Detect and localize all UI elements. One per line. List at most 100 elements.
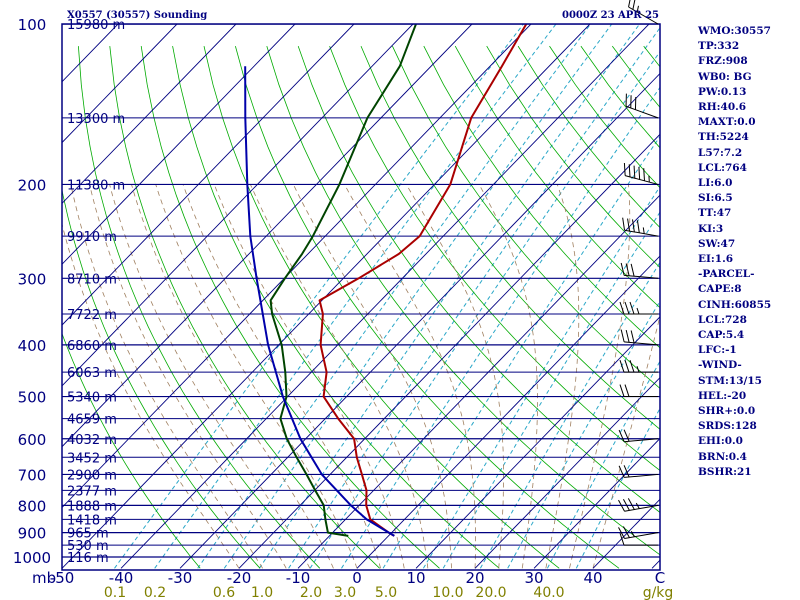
- isotherm-line: [415, 316, 660, 569]
- mixing-ratio-line: [382, 135, 660, 569]
- stat-item: -WIND-: [698, 359, 742, 372]
- mixing-ratio-label: g/kg: [643, 585, 674, 600]
- dry-adiabat-line: [329, 45, 660, 472]
- stat-item: LCL:728: [698, 313, 747, 326]
- plot-frame: [61, 23, 661, 571]
- height-label: 5340 m: [67, 391, 117, 406]
- moist-adiabat-line: [405, 184, 505, 569]
- stat-item: RH:40.6: [698, 101, 747, 114]
- dry-adiabat-line: [62, 332, 201, 569]
- dry-adiabat-line: [78, 46, 321, 569]
- isotherm-line: [62, 24, 237, 205]
- pressure-tick-label: 600: [18, 431, 47, 449]
- wind-barb: [618, 526, 659, 540]
- height-label: 4032 m: [67, 433, 117, 448]
- pressure-tick-label: 400: [18, 337, 47, 355]
- wind-barb: [619, 360, 658, 373]
- stat-item: TT:47: [698, 207, 732, 220]
- stat-item: SW:47: [698, 237, 736, 250]
- stat-item: LCL:764: [698, 161, 747, 174]
- height-label: 530 m: [67, 539, 109, 554]
- stat-item: -PARCEL-: [698, 268, 755, 281]
- height-label: 9910 m: [67, 230, 117, 245]
- mixing-ratio-line: [442, 211, 660, 569]
- moist-adiabat-line: [109, 184, 311, 569]
- stat-item: TH:5224: [698, 131, 749, 144]
- mixing-ratio-label: 1.0: [251, 585, 273, 600]
- height-label: 3452 m: [67, 451, 117, 466]
- height-label: 6063 m: [67, 366, 117, 381]
- mixing-ratio-label: 0.1: [104, 585, 126, 600]
- height-label: 15980 m: [67, 18, 125, 33]
- moist-adiabat-line: [344, 184, 476, 569]
- mixing-ratio-line: [546, 360, 660, 569]
- stat-item: SI:6.5: [698, 192, 733, 205]
- height-label: 2377 m: [67, 484, 117, 499]
- chart-time: 0000Z 23 APR 25: [562, 10, 659, 21]
- wind-barb: [622, 217, 659, 237]
- plot-area: [0, 24, 660, 569]
- dry-adiabat-line: [62, 187, 261, 569]
- moist-adiabat-line: [569, 184, 631, 569]
- wind-barb: [623, 162, 659, 185]
- temperature-tick-label: -50: [50, 569, 75, 587]
- mixing-ratio-line: [422, 185, 660, 569]
- dry-adiabat-line: [109, 46, 380, 569]
- isotherm-line: [356, 255, 660, 569]
- wind-barb: [618, 429, 659, 443]
- stat-item: TP:332: [698, 40, 740, 53]
- isotherm-line: [62, 24, 178, 144]
- pressure-tick-label: 300: [18, 270, 47, 288]
- stat-item: SRDS:128: [698, 420, 757, 433]
- isotherm-line: [120, 24, 650, 569]
- mixing-ratio-line: [197, 24, 592, 569]
- wind-barb: [628, 0, 659, 25]
- stat-item: BSHR:21: [698, 465, 752, 478]
- temperature-tick-label: -30: [168, 569, 193, 587]
- mixing-ratio-label: 5.0: [375, 585, 397, 600]
- pressure-tick-label: 900: [18, 525, 47, 543]
- temperature-tick-label: C: [655, 569, 665, 587]
- stat-item: CAPE:8: [698, 283, 742, 296]
- dry-adiabat-line: [172, 46, 500, 569]
- mixing-ratio-label: 2.0: [300, 585, 322, 600]
- dry-adiabat-line: [423, 45, 660, 349]
- stat-item: KI:3: [698, 222, 724, 235]
- pressure-tick-label: 200: [18, 176, 47, 194]
- temperature-tick-label: -20: [227, 569, 252, 587]
- height-label: 13300 m: [67, 112, 125, 127]
- isotherm-line: [297, 194, 660, 569]
- isotherm-line: [179, 72, 660, 569]
- stat-item: EHI:0.0: [698, 435, 743, 448]
- stats-panel: WMO:30557 TP:332 FRZ:908 WB0: BG PW:0.13 RH:4…: [698, 24, 798, 480]
- mixing-ratio-label: 0.2: [144, 585, 166, 600]
- isotherm-line: [62, 24, 414, 387]
- pressure-tick-label: 800: [18, 497, 47, 515]
- height-label: 1418 m: [67, 513, 117, 528]
- pressure-tick-label: 700: [18, 466, 47, 484]
- moist-adiabat-line: [292, 184, 452, 569]
- isotherm-line: [62, 24, 532, 509]
- temperature-tick-label: 20: [465, 569, 484, 587]
- isotherm-line: [238, 133, 660, 569]
- stat-item: HEL:-20: [698, 389, 747, 402]
- stat-item: CAP:5.4: [698, 329, 745, 342]
- temperature-tick-label: 10: [406, 569, 425, 587]
- temperature-tick-label: 0: [352, 569, 362, 587]
- isotherm-line: [533, 437, 660, 569]
- moist-adiabat-line: [213, 184, 405, 569]
- moist-adiabat-line: [592, 314, 660, 569]
- height-label: 7722 m: [67, 308, 117, 323]
- moist-adiabat-line: [70, 184, 263, 569]
- stat-item: EI:1.6: [698, 253, 734, 266]
- mixing-ratio-line: [154, 24, 557, 569]
- chart-title: X0557 (30557) Sounding: [67, 10, 208, 21]
- stat-item: FRZ:908: [698, 55, 748, 68]
- dry-adiabat-line: [392, 45, 660, 389]
- wind-barb: [618, 498, 659, 512]
- stat-item: WMO:30557: [698, 25, 771, 37]
- isotherm-line: [0, 24, 59, 568]
- isotherm-line: [62, 24, 296, 265]
- temperature-tick-label: 40: [583, 569, 602, 587]
